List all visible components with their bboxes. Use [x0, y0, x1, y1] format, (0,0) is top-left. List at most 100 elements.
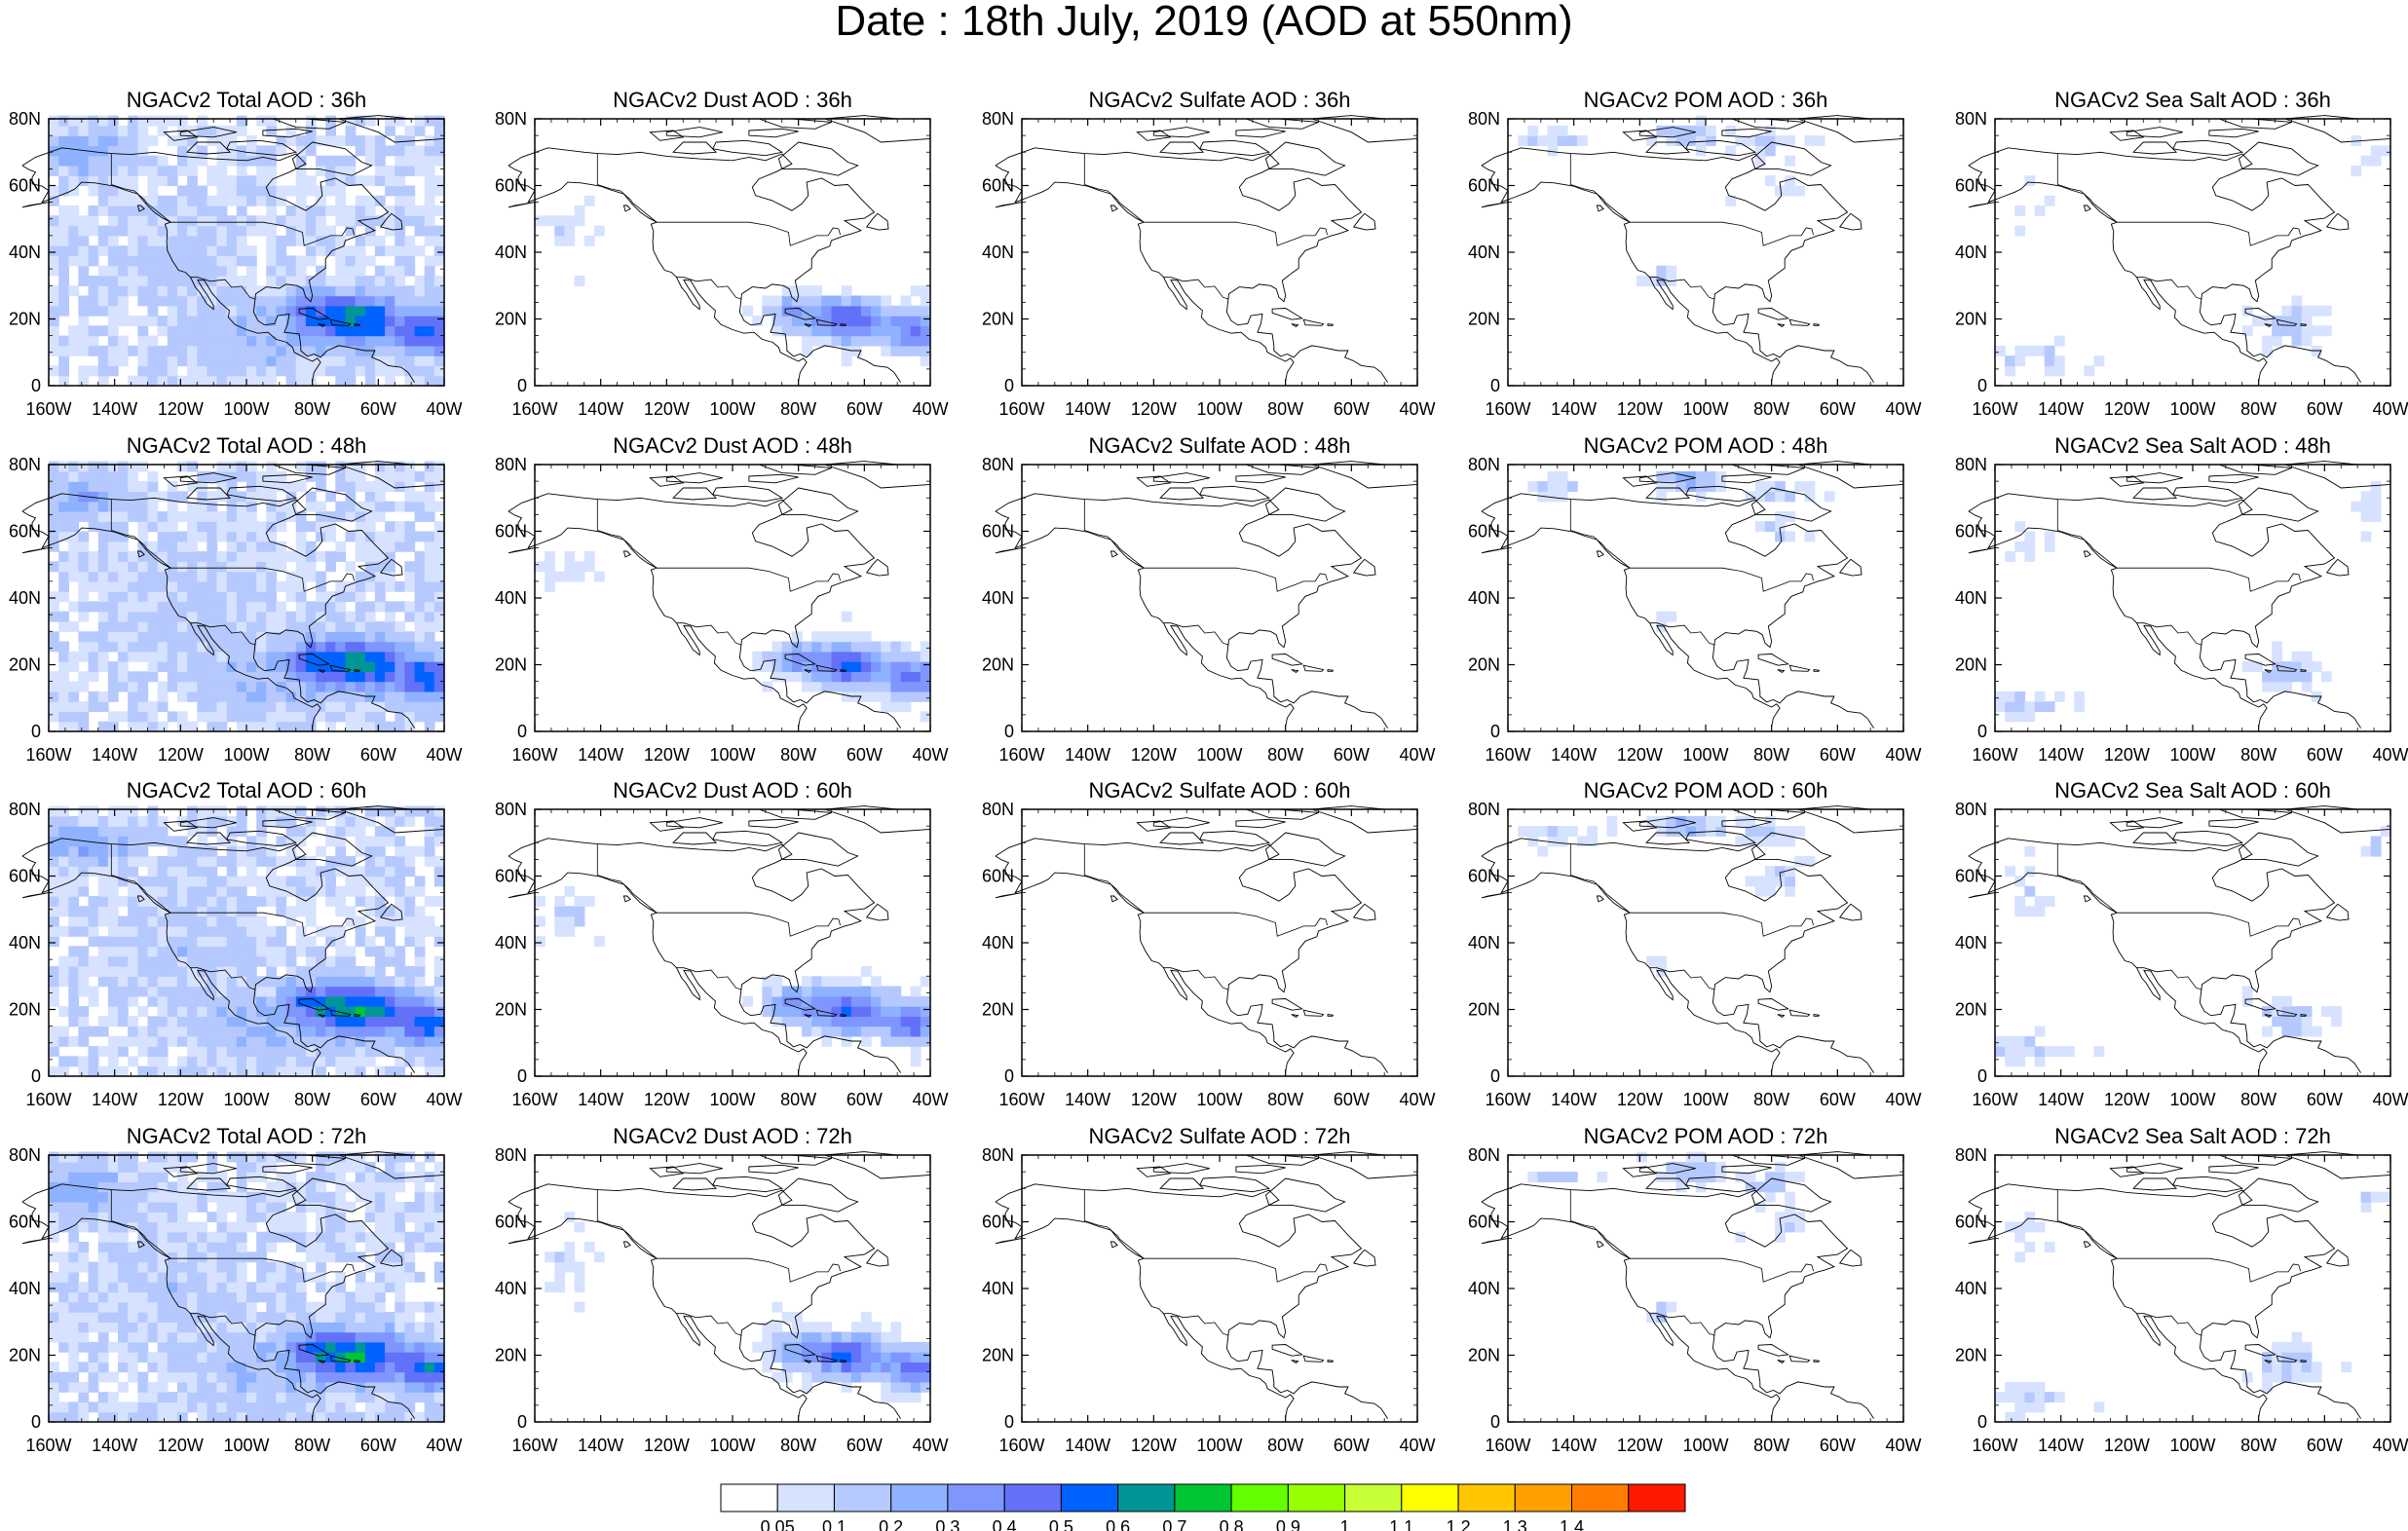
lon-tick-label: 140W — [1065, 1436, 1110, 1455]
country-border — [190, 622, 256, 646]
lat-tick-label: 20N — [9, 1000, 41, 1020]
country-border — [676, 622, 742, 646]
lat-tick-label: 0 — [517, 1412, 527, 1432]
country-border — [596, 843, 841, 937]
lon-tick-label: 60W — [2307, 1090, 2343, 1109]
lat-tick-label: 0 — [1490, 1066, 1500, 1086]
lon-tick-label: 140W — [92, 1090, 137, 1109]
coastline — [1968, 115, 2391, 383]
lat-tick-label: 40N — [1955, 243, 1987, 262]
lat-tick-label: 0 — [1004, 1066, 1014, 1086]
colorbar-label: 0.9 — [1276, 1517, 1300, 1531]
coastline — [21, 461, 445, 728]
lat-tick-label: 0 — [1977, 1412, 1987, 1432]
lon-tick-label: 140W — [578, 745, 623, 765]
coastline — [1968, 805, 2391, 1073]
lon-tick-label: 60W — [2307, 1436, 2343, 1455]
colorbar-box — [1060, 1483, 1119, 1512]
aod-field — [1518, 115, 1825, 286]
lat-tick-label: 20N — [495, 1346, 527, 1365]
lat-tick-label: 60N — [1468, 522, 1500, 541]
colorbar-box — [1628, 1483, 1686, 1512]
lon-tick-label: 60W — [2307, 745, 2343, 765]
country-border — [1569, 499, 1814, 592]
lon-tick-label: 160W — [998, 1436, 1044, 1455]
lat-tick-label: 40N — [495, 1279, 527, 1298]
map-frame — [1994, 808, 2391, 1077]
map-frame — [1021, 464, 1418, 732]
map-panel-sulfate-60h: 160W 140W 120W 100W 80W 60W 40W 0 20N 40N 60N 80N NG… — [982, 778, 1436, 1109]
lon-tick-label: 140W — [92, 1436, 137, 1455]
lon-tick-label: 80W — [294, 1436, 330, 1455]
lon-tick-label: 60W — [1334, 745, 1370, 765]
colorbar-label: 0.8 — [1220, 1517, 1244, 1531]
country-border — [676, 967, 742, 990]
lon-tick-label: 40W — [1885, 1090, 1921, 1109]
map-panel-pom-36h: 160W 140W 120W 100W 80W 60W 40W 0 20N 40N 60N 80N NG… — [1468, 88, 1922, 419]
lat-tick-label: 80N — [9, 455, 41, 474]
colorbar-label: 0.3 — [935, 1517, 959, 1531]
coastline — [1481, 805, 1904, 1073]
lon-tick-label: 80W — [1267, 1436, 1303, 1455]
panel-title: NGACv2 Sulfate AOD : 60h — [1088, 778, 1350, 803]
lat-tick-label: 40N — [9, 243, 41, 262]
map-frame — [1021, 1154, 1418, 1423]
lon-tick-label: 80W — [1267, 399, 1303, 419]
panel-title: NGACv2 Total AOD : 60h — [127, 778, 367, 803]
country-border — [596, 153, 841, 246]
lon-tick-label: 80W — [2240, 745, 2276, 765]
map-panel-total-36h: 160W 140W 120W 100W 80W 60W 40W 0 20N 40N 60N 80N NG… — [9, 88, 463, 419]
lon-tick-label: 120W — [644, 745, 690, 765]
lon-tick-label: 100W — [1682, 1436, 1728, 1455]
lon-tick-label: 100W — [223, 399, 269, 419]
lat-tick-label: 80N — [495, 109, 527, 129]
lon-tick-label: 40W — [1399, 399, 1435, 419]
country-border — [1649, 967, 1715, 990]
lon-tick-label: 160W — [25, 1436, 71, 1455]
lon-tick-label: 120W — [644, 399, 690, 419]
country-border — [2056, 843, 2301, 937]
coastline — [995, 115, 1418, 383]
colorbar-box — [1117, 1483, 1176, 1512]
lat-tick-label: 40N — [1468, 1279, 1500, 1298]
map-panel-total-48h: 160W 140W 120W 100W 80W 60W 40W 0 20N 40N 60N 80N NG… — [9, 433, 463, 765]
lon-tick-label: 140W — [92, 745, 137, 765]
coastline — [508, 461, 931, 728]
lon-tick-label: 140W — [1551, 1090, 1597, 1109]
map-frame — [1021, 808, 1418, 1077]
lat-tick-label: 60N — [495, 176, 527, 196]
lon-tick-label: 40W — [912, 1090, 948, 1109]
panel-title: NGACv2 Dust AOD : 36h — [613, 88, 852, 112]
lon-tick-label: 80W — [1753, 1436, 1789, 1455]
lat-tick-label: 20N — [495, 655, 527, 675]
map-frame — [1507, 808, 1904, 1077]
country-border — [2056, 499, 2301, 592]
lat-tick-label: 20N — [9, 310, 41, 329]
panel-title: NGACv2 POM AOD : 36h — [1584, 88, 1828, 112]
country-border — [2136, 1313, 2202, 1336]
lon-tick-label: 100W — [1196, 1090, 1242, 1109]
country-border — [1083, 153, 1328, 246]
country-border — [596, 1189, 841, 1283]
lat-tick-label: 0 — [1490, 722, 1500, 741]
coastline — [1481, 115, 1904, 383]
lat-tick-label: 0 — [517, 722, 527, 741]
lon-tick-label: 40W — [426, 1436, 462, 1455]
lat-tick-label: 60N — [9, 176, 41, 196]
lat-tick-label: 40N — [495, 243, 527, 262]
lat-tick-label: 0 — [517, 1066, 527, 1086]
colorbar-label: 1.1 — [1389, 1517, 1413, 1531]
lon-tick-label: 120W — [644, 1090, 690, 1109]
lon-tick-label: 80W — [1753, 399, 1789, 419]
lat-tick-label: 40N — [495, 933, 527, 952]
lon-tick-label: 140W — [578, 399, 623, 419]
lat-tick-label: 20N — [495, 1000, 527, 1020]
lon-tick-label: 140W — [1065, 399, 1110, 419]
aod-field — [1527, 470, 1835, 632]
lon-tick-label: 120W — [1131, 1436, 1177, 1455]
map-panel-sulfate-48h: 160W 140W 120W 100W 80W 60W 40W 0 20N 40N 60N 80N NG… — [982, 433, 1436, 765]
country-border — [1163, 622, 1229, 646]
map-frame — [1507, 1154, 1904, 1423]
lon-tick-label: 100W — [223, 745, 269, 765]
